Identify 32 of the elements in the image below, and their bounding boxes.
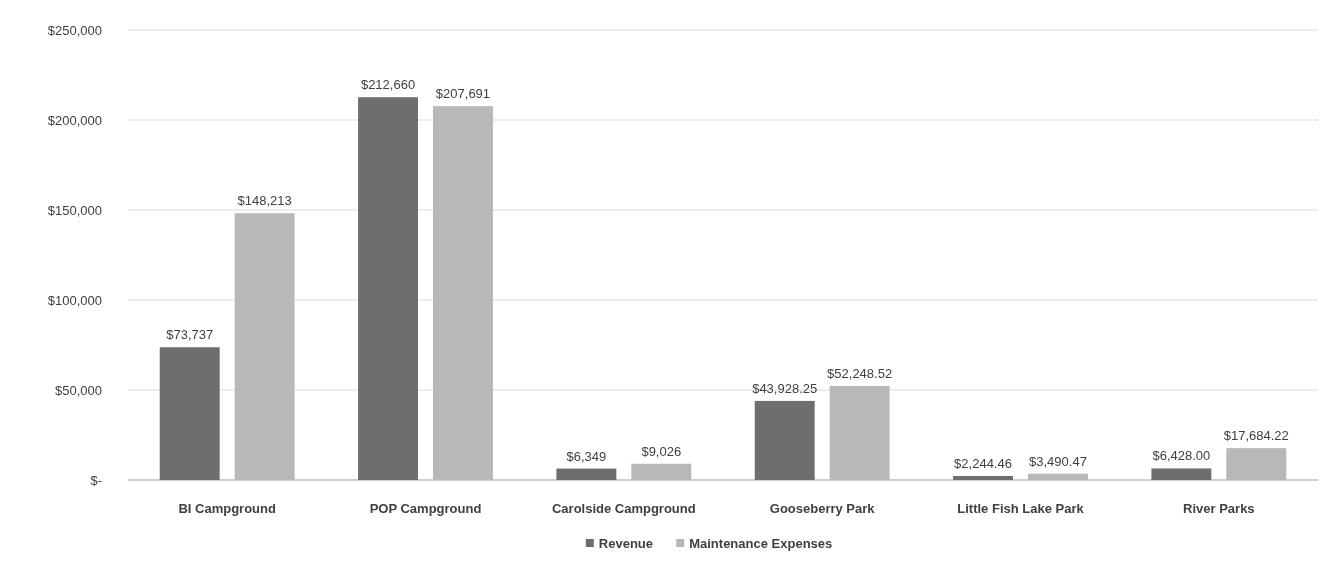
data-label: $9,026 bbox=[641, 443, 682, 459]
data-label: $2,244.46 bbox=[954, 455, 1012, 471]
x-tick-label: POP Campground bbox=[369, 501, 482, 516]
y-tick-label: $150,000 bbox=[47, 202, 102, 218]
x-tick-label: Little Fish Lake Park bbox=[957, 501, 1085, 516]
data-label: $52,248.52 bbox=[827, 365, 893, 381]
data-label: $148,213 bbox=[237, 193, 292, 209]
bar bbox=[754, 400, 815, 480]
data-label: $43,928.25 bbox=[752, 380, 818, 396]
data-label: $212,660 bbox=[360, 77, 416, 93]
x-tick-label: Gooseberry Park bbox=[769, 501, 876, 516]
legend-label: Revenue bbox=[598, 535, 653, 551]
data-label: $6,428.00 bbox=[1152, 448, 1211, 464]
bar bbox=[953, 475, 1014, 480]
data-label: $17,684.22 bbox=[1223, 428, 1289, 444]
data-label: $73,737 bbox=[166, 327, 214, 343]
legend-label: Maintenance Expenses bbox=[689, 535, 833, 551]
data-label: $6,349 bbox=[566, 448, 607, 464]
bar bbox=[556, 468, 617, 480]
bar bbox=[1151, 468, 1212, 480]
y-tick-label: $250,000 bbox=[47, 22, 102, 38]
y-tick-label: $100,000 bbox=[47, 292, 102, 308]
y-tick-label: $- bbox=[90, 472, 102, 488]
y-tick-label: $50,000 bbox=[55, 382, 102, 398]
bar bbox=[159, 347, 220, 480]
bar bbox=[358, 97, 419, 480]
data-label: $3,490.47 bbox=[1029, 453, 1087, 469]
y-tick-label: $200,000 bbox=[47, 112, 102, 128]
x-tick-label: BI Campground bbox=[178, 501, 276, 516]
data-label: $207,691 bbox=[435, 86, 491, 102]
x-tick-label: River Parks bbox=[1183, 501, 1255, 516]
x-tick-label: Carolside Campground bbox=[551, 501, 696, 516]
